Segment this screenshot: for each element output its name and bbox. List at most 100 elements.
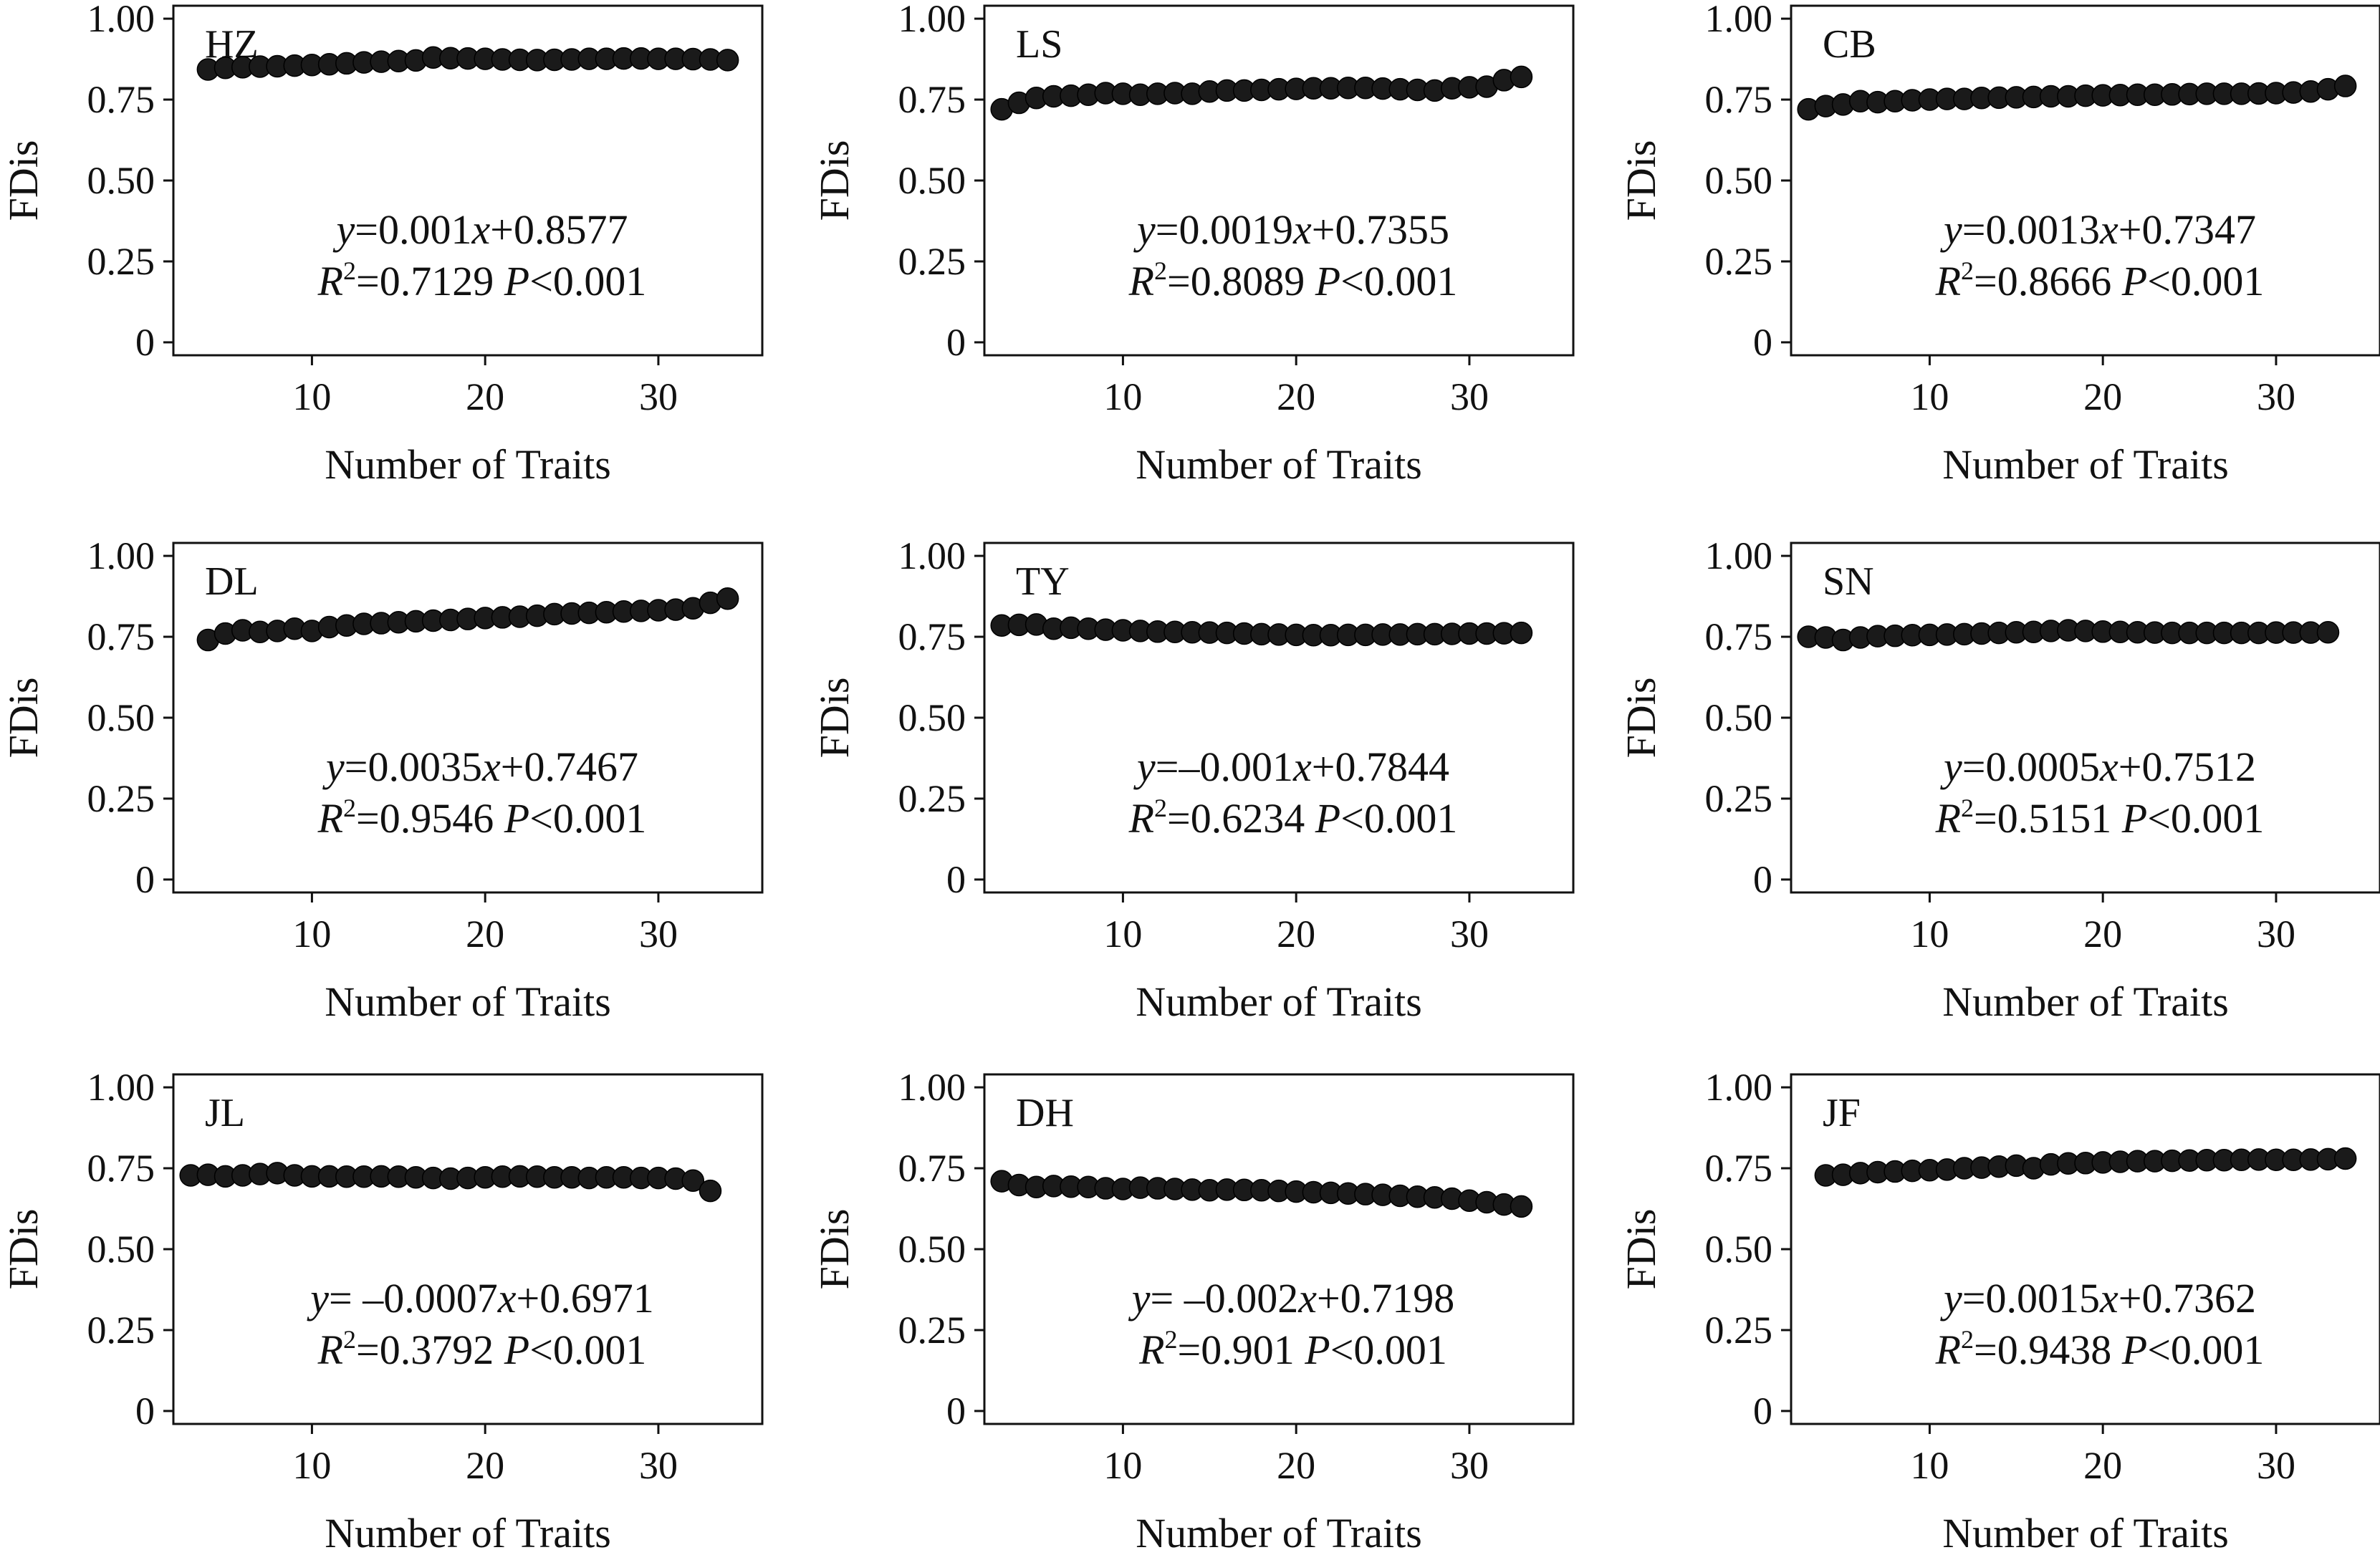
y-tick-label: 0.50 (87, 1228, 155, 1271)
p-symbol: P (2121, 1327, 2147, 1373)
y-tick-label: 0 (1753, 1390, 1772, 1433)
data-point (681, 1169, 705, 1192)
y-tick-label: 1.00 (1705, 1066, 1773, 1109)
r-superscript: 2 (1154, 794, 1167, 822)
r-symbol: R (1128, 258, 1154, 304)
regression-equation: y=0.0019x+0.7355 (1133, 206, 1449, 253)
equation-part: x (497, 1275, 517, 1322)
equation-part: x (1292, 743, 1312, 790)
p-symbol: P (504, 258, 529, 304)
panel-label: CB (1823, 22, 1876, 67)
x-axis-label: Number of Traits (1136, 1510, 1422, 1550)
x-tick-label: 10 (1910, 913, 1949, 955)
y-tick-label: 1.00 (898, 0, 966, 40)
r-squared-value: =0.6234 (1167, 795, 1315, 842)
equation-part: +0.7467 (501, 743, 638, 790)
equation-part: =0.0019 (1156, 206, 1293, 253)
r-superscript: 2 (343, 1325, 356, 1354)
equation-part: +0.7844 (1312, 743, 1449, 790)
equation-part: +0.7362 (2119, 1275, 2256, 1322)
regression-stats: R2=0.9546 P<0.001 (317, 794, 647, 842)
regression-stats: R2=0.8666 P<0.001 (1935, 256, 2265, 304)
x-axis-label: Number of Traits (325, 441, 611, 488)
y-tick-label: 0 (1753, 858, 1772, 901)
y-axis-label: FDis (1618, 140, 1664, 221)
x-axis-label: Number of Traits (325, 1510, 611, 1550)
panel-jl: 0 0.25 0.50 0.75 1.00 10 20 30 Number of Traits F… (0, 1066, 764, 1550)
r-squared-value: =0.8666 (1974, 258, 2122, 304)
equation-part: =0.0013 (1962, 206, 2100, 253)
x-tick-label: 20 (2083, 1444, 2122, 1487)
y-tick-label: 0.25 (898, 240, 966, 283)
y-axis-label: FDis (811, 1209, 858, 1290)
x-tick-label: 10 (1103, 913, 1142, 955)
equation-part: = –0.0007 (329, 1275, 498, 1322)
data-point (1510, 621, 1533, 645)
y-tick-label: 0 (946, 321, 966, 364)
y-tick-label: 0 (1753, 321, 1772, 364)
y-tick-label: 0.75 (1705, 78, 1773, 121)
regression-equation: y=0.0013x+0.7347 (1940, 206, 2256, 253)
r-squared-value: =0.3792 (356, 1327, 504, 1373)
y-tick-label: 1.00 (898, 534, 966, 577)
r-squared-value: =0.901 (1178, 1327, 1305, 1373)
x-axis-label: Number of Traits (1136, 978, 1422, 1025)
panel-jf: 0 0.25 0.50 0.75 1.00 10 20 30 Number of Traits F… (1618, 1066, 2380, 1550)
panel-sn: 0 0.25 0.50 0.75 1.00 10 20 30 Number of Traits F… (1618, 534, 2380, 1025)
y-tick-label: 0.75 (87, 78, 155, 121)
x-tick-label: 30 (1450, 913, 1489, 955)
y-tick-label: 0.75 (898, 615, 966, 658)
equation-part: x (1297, 1275, 1317, 1322)
panel-label: TY (1016, 559, 1070, 604)
r-symbol: R (1935, 1327, 1961, 1373)
y-tick-label: 0.50 (1705, 159, 1773, 202)
r-symbol: R (1128, 795, 1154, 842)
regression-equation: y=0.001x+0.8577 (333, 206, 628, 253)
y-axis-label: FDis (1618, 1209, 1664, 1290)
p-symbol: P (504, 1327, 529, 1373)
regression-stats: R2=0.6234 P<0.001 (1128, 794, 1458, 842)
regression-stats: R2=0.7129 P<0.001 (317, 256, 647, 304)
y-tick-label: 0.75 (898, 1147, 966, 1190)
regression-stats: R2=0.3792 P<0.001 (317, 1325, 647, 1373)
x-tick-label: 30 (2257, 1444, 2295, 1487)
x-axis-label: Number of Traits (1942, 978, 2229, 1025)
x-tick-label: 10 (292, 913, 331, 955)
panel-label: DL (205, 559, 259, 604)
equation-part: +0.8577 (490, 206, 628, 253)
equation-part: y (322, 743, 345, 790)
p-symbol: P (2121, 795, 2147, 842)
regression-stats: R2=0.8089 P<0.001 (1128, 256, 1458, 304)
y-axis-label: FDis (0, 678, 47, 759)
equation-part: y (333, 206, 355, 253)
y-tick-label: 0.50 (898, 1228, 966, 1271)
r-symbol: R (317, 258, 343, 304)
p-symbol: P (504, 795, 529, 842)
y-tick-label: 1.00 (1705, 0, 1773, 40)
equation-part: +0.7355 (1312, 206, 1449, 253)
panel-label: DH (1016, 1091, 1074, 1135)
x-tick-label: 20 (1277, 1444, 1315, 1487)
equation-part: x (2099, 743, 2119, 790)
y-tick-label: 0.25 (87, 240, 155, 283)
equation-part: y (1940, 206, 1962, 253)
r-superscript: 2 (1961, 1325, 1974, 1354)
x-tick-label: 30 (2257, 913, 2295, 955)
y-tick-label: 0.50 (898, 696, 966, 739)
y-tick-label: 0 (135, 1390, 155, 1433)
y-tick-label: 0.50 (1705, 1228, 1773, 1271)
p-value: <0.001 (2147, 795, 2264, 842)
x-axis-label: Number of Traits (1942, 441, 2229, 488)
r-symbol: R (317, 795, 343, 842)
panel-label: LS (1016, 22, 1062, 67)
r-symbol: R (1935, 795, 1961, 842)
y-tick-label: 1.00 (1705, 534, 1773, 577)
y-tick-label: 0.25 (1705, 777, 1773, 820)
equation-part: y (1128, 1275, 1151, 1322)
r-superscript: 2 (343, 794, 356, 822)
data-point (716, 587, 739, 610)
panel-dh: 0 0.25 0.50 0.75 1.00 10 20 30 Number of Traits F… (811, 1066, 1575, 1550)
p-symbol: P (1315, 795, 1340, 842)
equation-part: x (481, 743, 501, 790)
